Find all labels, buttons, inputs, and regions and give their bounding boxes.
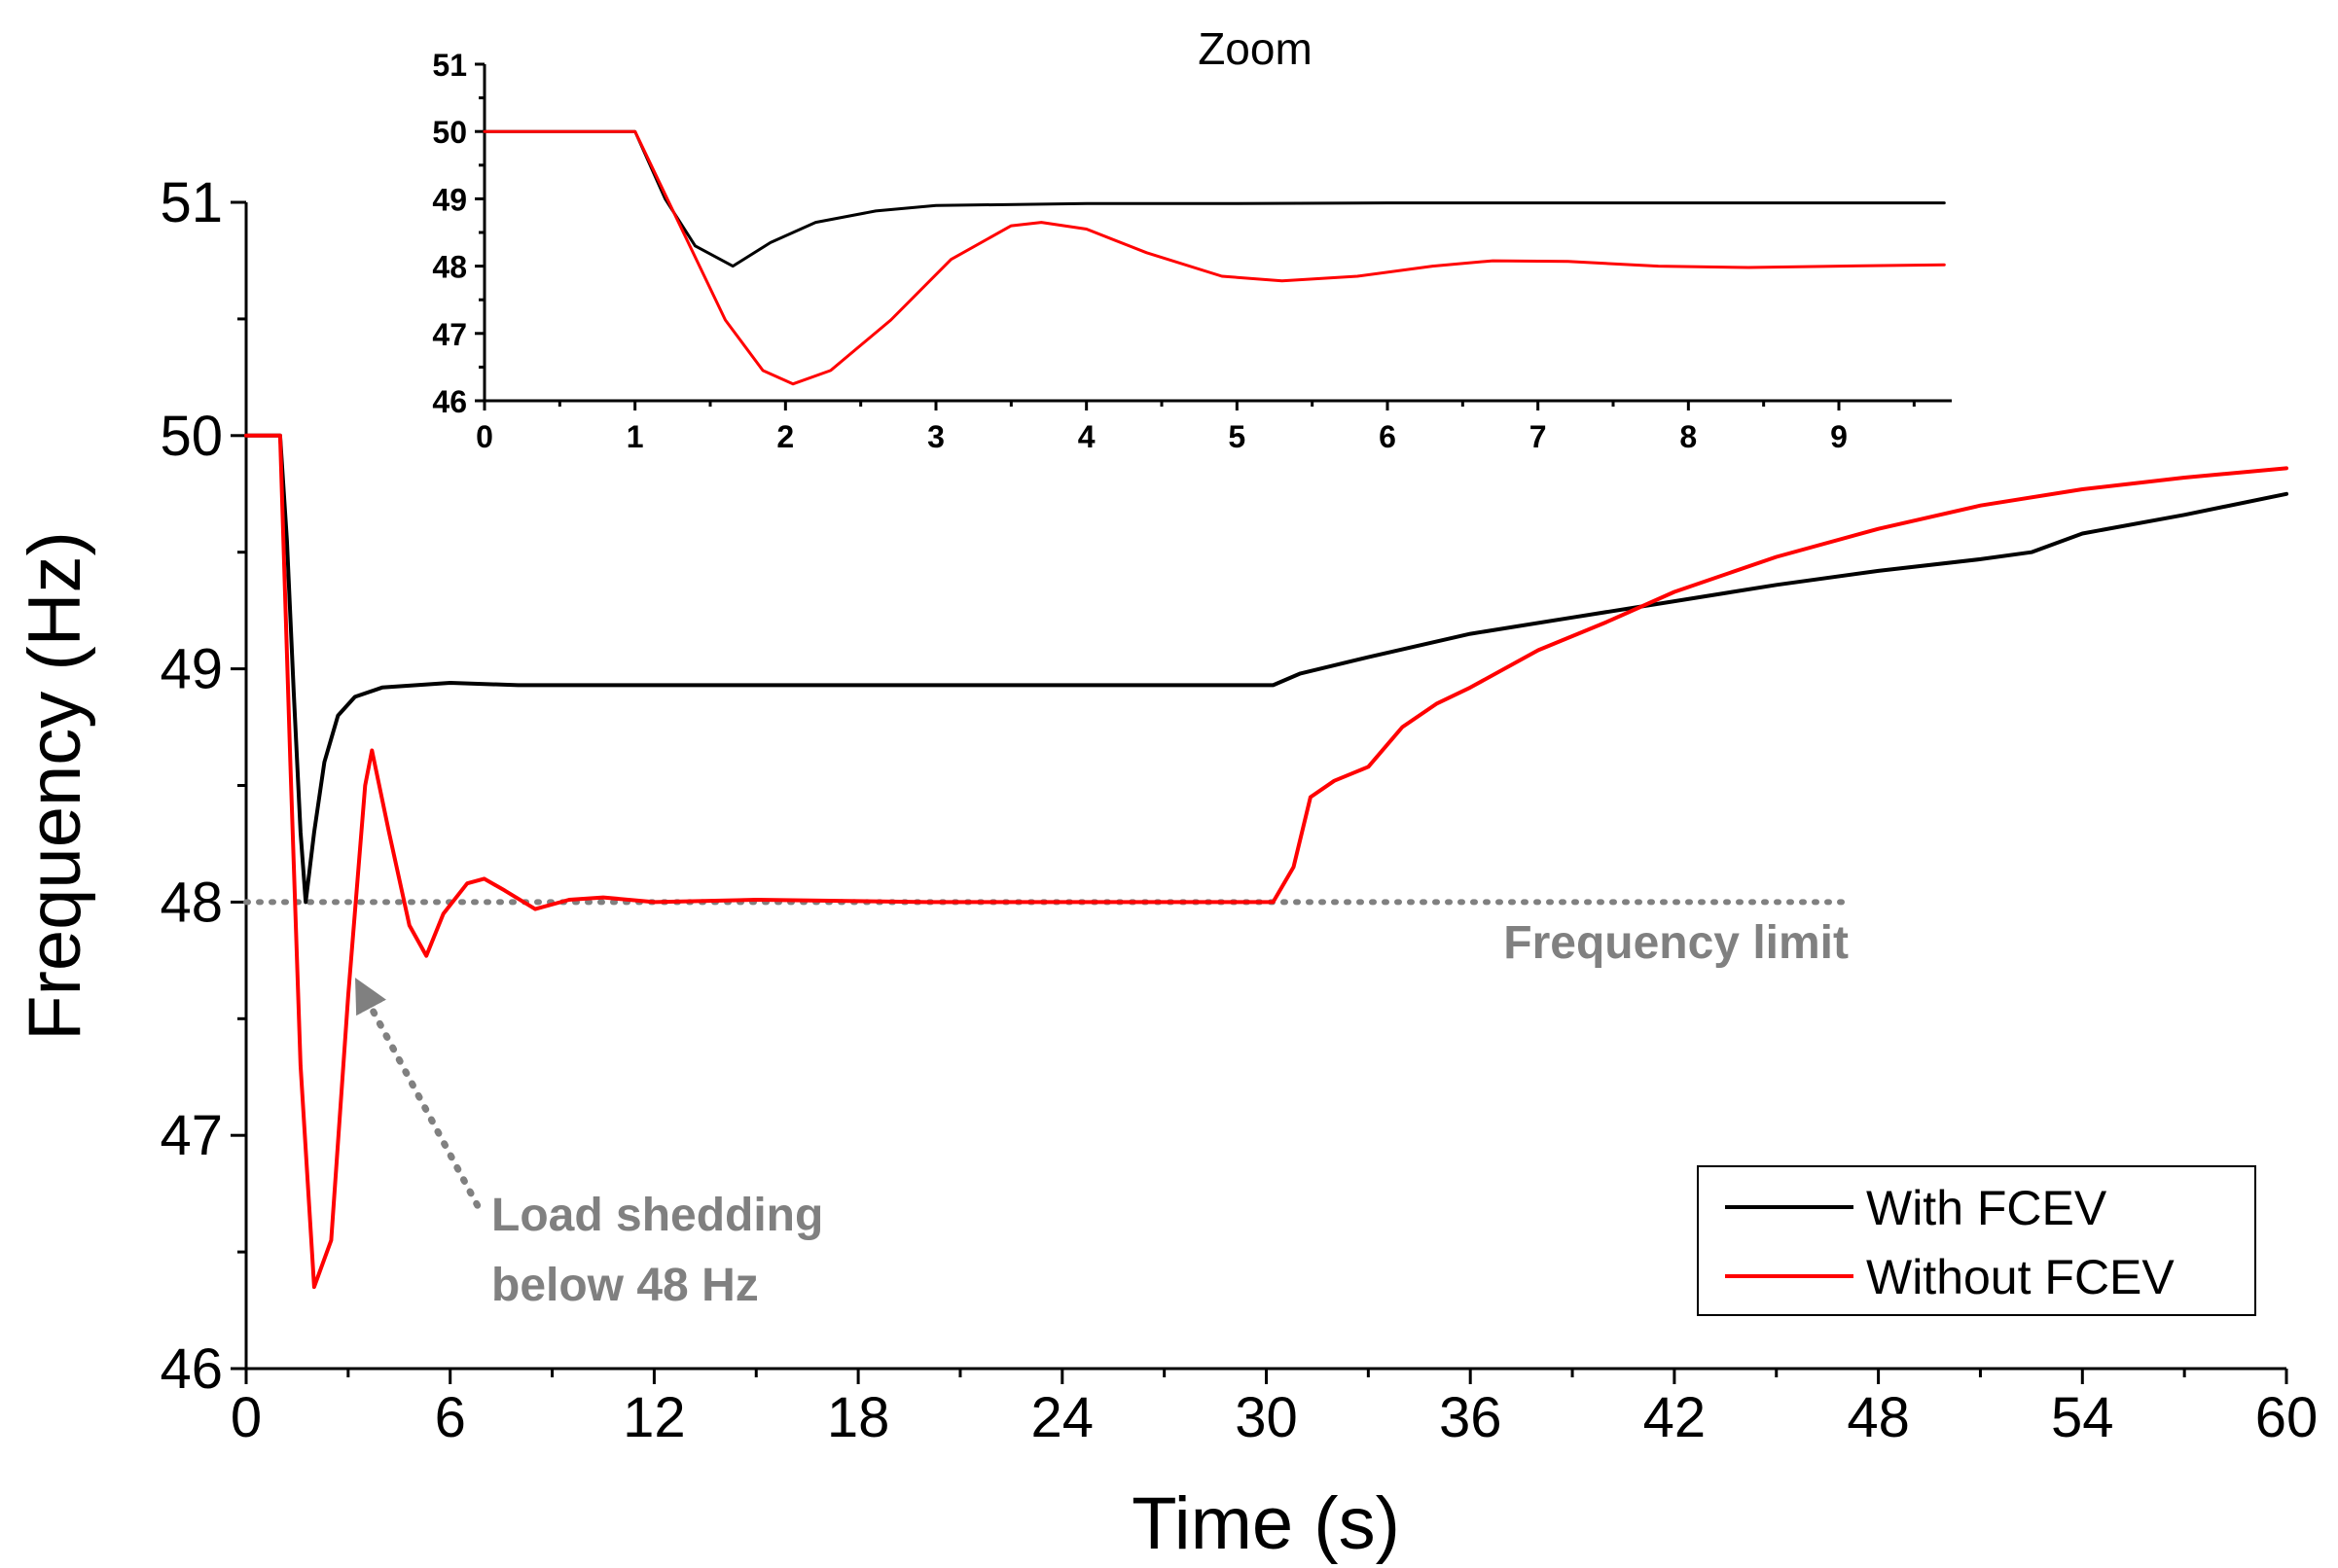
- load-shedding-annotation: Load shedding below 48 Hz: [354, 978, 823, 1311]
- main-x-tick-label: 6: [435, 1386, 466, 1449]
- main-x-tick-label: 42: [1643, 1386, 1707, 1449]
- load-shedding-line-2: below 48 Hz: [491, 1260, 759, 1311]
- inset-title: Zoom: [1198, 23, 1313, 74]
- main-y-tick-label: 51: [160, 171, 223, 234]
- load-shedding-arrow: [354, 978, 482, 1209]
- main-series-without-fcev: [244, 433, 2288, 1290]
- main-x-tick-label: 18: [827, 1386, 890, 1449]
- main-y-tick-label: 47: [160, 1104, 223, 1167]
- main-x-tick-label: 0: [231, 1386, 262, 1449]
- main-y-tick-label: 50: [160, 405, 223, 468]
- inset-series-without-fcev: [483, 129, 1946, 386]
- inset-x-tick-label: 9: [1830, 419, 1848, 454]
- main-y-tick-label: 48: [160, 871, 223, 934]
- load-shedding-line-1: Load shedding: [491, 1190, 823, 1241]
- inset-x-tick-label: 5: [1228, 419, 1245, 454]
- inset-x-tick-label: 8: [1679, 419, 1697, 454]
- inset-x-tick-label: 6: [1379, 419, 1396, 454]
- frequency-limit-label: Frequency limit: [1503, 917, 1849, 969]
- main-x-tick-label: 48: [1847, 1386, 1910, 1449]
- legend-label-with-fcev: With FCEV: [1866, 1181, 2107, 1235]
- inset-series-with-fcev: [483, 129, 1946, 268]
- inset-y-tick-label: 49: [432, 182, 467, 217]
- y-axis-title: Frequency (Hz): [14, 531, 96, 1041]
- inset-y-tick-label: 51: [432, 48, 467, 83]
- inset-x-tick-label: 2: [776, 419, 794, 454]
- inset-y-tick-label: 47: [432, 317, 467, 352]
- inset-x-tick-label: 4: [1078, 419, 1096, 454]
- inset-y-tick-label: 50: [432, 115, 467, 150]
- inset-x-tick-label: 7: [1529, 419, 1547, 454]
- inset-y-tick-label: 46: [432, 384, 467, 419]
- inset-x-tick-label: 0: [476, 419, 493, 454]
- inset-y-tick-label: 48: [432, 250, 467, 285]
- legend: With FCEV Without FCEV: [1697, 1165, 2256, 1316]
- main-x-tick-label: 60: [2255, 1386, 2319, 1449]
- x-axis-title: Time (s): [1132, 1482, 1400, 1565]
- main-x-tick-label: 54: [2051, 1386, 2114, 1449]
- main-y-tick-label: 49: [160, 638, 223, 701]
- main-x-tick-label: 30: [1235, 1386, 1298, 1449]
- inset-x-tick-label: 3: [927, 419, 945, 454]
- main-y-tick-label: 46: [160, 1337, 223, 1401]
- main-x-tick-label: 24: [1031, 1386, 1095, 1449]
- inset-x-tick-label: 1: [627, 419, 644, 454]
- main-series-with-fcev: [244, 433, 2288, 905]
- main-x-tick-label: 12: [623, 1386, 686, 1449]
- main-x-tick-label: 36: [1439, 1386, 1502, 1449]
- inset-plot: 0 1 2 3 4 5 6 7 8 9 46 47 48 49 50 51 Zoom: [432, 23, 1952, 454]
- legend-box: [1697, 1165, 2256, 1316]
- legend-label-without-fcev: Without FCEV: [1866, 1250, 2175, 1304]
